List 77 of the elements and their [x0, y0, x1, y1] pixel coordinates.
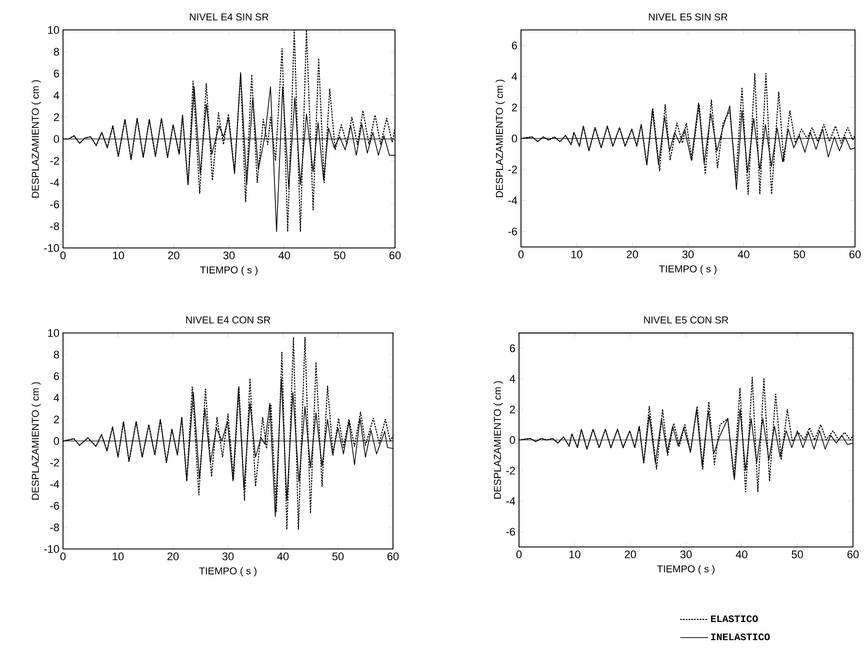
y-tick-label: -6 — [506, 528, 516, 536]
y-tick-label: -2 — [508, 166, 517, 174]
y-tick-label: 4 — [54, 394, 60, 402]
y-tick-label: 6 — [510, 344, 516, 352]
y-tick-label: 8 — [54, 48, 60, 56]
y-tick-label: -8 — [50, 524, 60, 532]
x-tick-label: 10 — [569, 550, 580, 558]
y-tick-label: -10 — [44, 244, 60, 252]
x-tick-label: 10 — [112, 552, 124, 560]
y-tick-label: -8 — [50, 222, 60, 230]
y-tick-label: -10 — [44, 545, 60, 553]
chart-title: NIVEL E4 CON SR — [186, 316, 270, 324]
x-tick-label: 10 — [113, 252, 124, 260]
y-tick-label: 0 — [512, 134, 518, 142]
x-tick-label: 60 — [849, 250, 861, 258]
x-axis-title: TIEMPO ( s ) — [659, 265, 716, 274]
y-tick-label: 2 — [54, 113, 59, 122]
x-tick-label: 40 — [278, 252, 290, 260]
legend-label: ELASTICO — [711, 615, 758, 622]
y-tick-label: -4 — [506, 497, 516, 505]
y-tick-label: -4 — [50, 178, 60, 186]
chart-title: NIVEL E5 SIN SR — [648, 13, 728, 20]
x-tick-label: 50 — [332, 552, 344, 560]
x-tick-label: 0 — [60, 552, 66, 560]
x-tick-label: 30 — [682, 250, 694, 258]
x-tick-label: 0 — [518, 250, 524, 258]
y-tick-label: 2 — [512, 104, 517, 112]
x-axis-title: TIEMPO ( s ) — [199, 567, 256, 576]
x-tick-label: 60 — [847, 550, 859, 558]
y-tick-label: 2 — [510, 406, 515, 414]
y-tick-label: -2 — [50, 156, 59, 165]
y-tick-label: 6 — [512, 42, 518, 50]
y-axis-title: DESPLAZAMIENTO ( cm ) — [32, 382, 41, 500]
y-tick-label: 0 — [54, 437, 60, 445]
y-tick-label: 4 — [54, 92, 60, 100]
x-tick-label: 60 — [387, 552, 399, 560]
x-tick-label: 30 — [680, 550, 692, 558]
x-tick-label: 50 — [334, 252, 346, 260]
y-axis-title: DESPLAZAMIENTO ( cm ) — [494, 381, 503, 499]
x-tick-label: 20 — [626, 250, 638, 258]
x-tick-label: 40 — [277, 552, 289, 560]
x-tick-label: 50 — [792, 550, 803, 558]
y-tick-label: -6 — [50, 502, 60, 510]
y-tick-label: 2 — [54, 416, 59, 424]
y-tick-label: -4 — [508, 196, 518, 204]
x-tick-label: 0 — [60, 252, 66, 260]
y-tick-label: 6 — [54, 372, 60, 380]
x-tick-label: 30 — [223, 252, 235, 260]
y-tick-label: 10 — [48, 26, 60, 34]
y-tick-label: 0 — [510, 436, 516, 444]
chart-title: NIVEL E5 CON SR — [644, 316, 728, 324]
x-tick-label: 20 — [167, 552, 179, 560]
x-axis-title: TIEMPO ( s ) — [200, 266, 258, 276]
x-axis-title: TIEMPO ( s ) — [657, 565, 714, 574]
x-tick-label: 60 — [389, 252, 401, 260]
chart-title: NIVEL E4 SIN SR — [190, 13, 268, 20]
y-tick-label: 10 — [48, 329, 60, 337]
x-tick-label: 40 — [736, 550, 748, 558]
x-tick-label: 20 — [168, 252, 180, 260]
x-tick-label: 30 — [222, 552, 234, 560]
y-tick-label: 4 — [510, 375, 516, 383]
y-axis-title: DESPLAZAMIENTO ( cm ) — [496, 80, 505, 198]
y-tick-label: -2 — [50, 458, 59, 466]
x-tick-label: 40 — [738, 250, 750, 258]
x-tick-label: 20 — [624, 550, 636, 558]
y-tick-label: 8 — [54, 350, 60, 358]
y-tick-label: -6 — [50, 200, 60, 208]
y-axis-title: DESPLAZAMIENTO ( cm ) — [32, 80, 41, 198]
y-tick-label: -6 — [508, 228, 518, 236]
y-tick-label: -2 — [506, 466, 515, 474]
x-tick-label: 10 — [571, 250, 582, 258]
legend-label: INELASTICO — [711, 634, 770, 640]
y-tick-label: 4 — [512, 72, 518, 80]
y-tick-label: 6 — [54, 70, 60, 78]
y-tick-label: 0 — [54, 135, 60, 143]
y-tick-label: -4 — [50, 480, 60, 488]
x-tick-label: 50 — [794, 250, 805, 258]
